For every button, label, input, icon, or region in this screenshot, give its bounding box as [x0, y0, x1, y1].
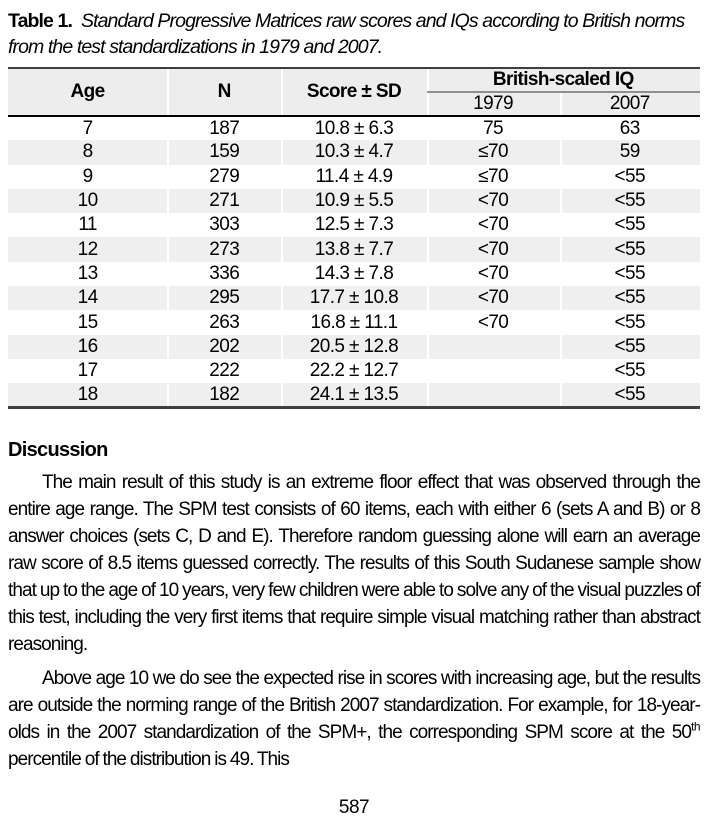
table-row: 9 279 11.4 ± 4.9 ≤70 <55 [8, 165, 700, 189]
page-number: 587 [338, 797, 370, 818]
cell-score: 10.9 ± 5.5 [281, 189, 426, 213]
paragraph-2-text-continued: percentile of the distribution is 49. Th… [8, 749, 290, 771]
cell-n: 182 [167, 383, 281, 407]
cell-iq-1979 [427, 383, 560, 407]
cell-score: 12.5 ± 7.3 [281, 213, 426, 237]
cell-iq-1979: <70 [427, 237, 560, 261]
cell-iq-1979: <70 [427, 310, 560, 334]
cell-iq-1979: ≤70 [427, 140, 560, 164]
table-caption-label: Table 1. [8, 10, 73, 32]
col-header-score-sd: Score ± SD [281, 68, 426, 116]
table-row: 16 202 20.5 ± 12.8 <55 [8, 334, 701, 359]
table-row: 18 182 24.1 ± 13.5 <55 [8, 383, 701, 408]
cell-score: 10.3 ± 4.7 [281, 140, 426, 164]
cell-iq-2007: <55 [560, 286, 701, 310]
col-header-2007: 2007 [560, 92, 701, 116]
discussion-paragraph-1: The main result of this study is an extr… [8, 472, 701, 656]
cell-age: 9 [82, 165, 94, 187]
cell-age: 15 [77, 311, 99, 333]
discussion-heading: Discussion [8, 439, 108, 462]
cell-iq-2007: <55 [560, 262, 701, 286]
cell-n: 295 [167, 286, 281, 310]
cell-age: 14 [77, 287, 99, 309]
cell-iq-1979: <70 [427, 189, 560, 213]
cell-n: 263 [167, 310, 281, 334]
cell-n: 187 [167, 116, 281, 140]
cell-age: 12 [77, 238, 99, 260]
cell-score: 22.2 ± 12.7 [281, 359, 426, 383]
cell-iq-2007: <55 [560, 237, 701, 261]
cell-age: 17 [77, 360, 99, 382]
col-header-1979: 1979 [427, 92, 560, 116]
cell-n: 303 [167, 213, 281, 237]
cell-n: 202 [167, 335, 281, 359]
col-header-british-scaled-iq: British-scaled IQ [426, 68, 700, 93]
cell-n: 273 [167, 237, 281, 261]
table-row: 12 273 13.8 ± 7.7 <70 <55 [8, 237, 701, 262]
cell-iq-2007: <55 [560, 310, 701, 334]
cell-age: 16 [77, 335, 99, 357]
cell-age: 18 [77, 383, 99, 405]
cell-n: 336 [167, 262, 281, 286]
cell-age: 10 [77, 190, 99, 212]
results-table: Age N Score ± SD British-scaled IQ 1979 … [8, 67, 701, 410]
cell-iq-2007: <55 [560, 335, 701, 359]
cell-iq-2007: <55 [560, 189, 701, 213]
cell-age: 8 [82, 141, 94, 163]
cell-iq-1979: <70 [427, 213, 560, 237]
cell-n: 159 [167, 140, 281, 164]
cell-n: 222 [167, 359, 281, 383]
cell-age: 11 [78, 214, 97, 236]
cell-n: 271 [167, 189, 281, 213]
paragraph-2-text: Above age 10 we do see the expected rise… [8, 668, 701, 744]
table-row: 13 336 14.3 ± 7.8 <70 <55 [8, 262, 700, 286]
cell-iq-1979: <70 [427, 286, 560, 310]
table-row: 15 263 16.8 ± 11.1 <70 <55 [8, 310, 700, 334]
table-row: 11 303 12.5 ± 7.3 <70 <55 [8, 213, 700, 237]
cell-score: 10.8 ± 6.3 [281, 116, 426, 140]
cell-score: 24.1 ± 13.5 [281, 383, 426, 407]
cell-score: 14.3 ± 7.8 [281, 262, 426, 286]
cell-n: 279 [167, 165, 281, 189]
cell-score: 20.5 ± 12.8 [281, 335, 426, 359]
cell-score: 13.8 ± 7.7 [281, 237, 426, 261]
table-row: 10 271 10.9 ± 5.5 <70 <55 [8, 188, 701, 214]
table-row: 8 159 10.3 ± 4.7 ≤70 59 [8, 140, 701, 165]
discussion-paragraph-2: Above age 10 we do see the expected rise… [8, 665, 701, 773]
cell-score: 16.8 ± 11.1 [281, 310, 426, 334]
cell-iq-2007: 63 [560, 116, 701, 140]
cell-score: 11.4 ± 4.9 [281, 165, 426, 189]
table-header: Age N Score ± SD British-scaled IQ 1979 … [8, 68, 700, 116]
col-header-age: Age [70, 81, 106, 102]
cell-iq-1979: <70 [427, 262, 560, 286]
col-header-n: N [167, 68, 281, 116]
table-caption-text: Standard Progressive Matrices raw scores… [8, 10, 685, 58]
cell-iq-1979: ≤70 [427, 165, 560, 189]
cell-iq-2007: <55 [560, 383, 701, 407]
cell-age: 13 [77, 262, 99, 284]
table-caption: Table 1. Standard Progressive Matrices ra… [8, 8, 700, 60]
cell-iq-2007: <55 [560, 213, 701, 237]
cell-iq-1979 [427, 359, 560, 383]
table-row: 7 187 10.8 ± 6.3 75 63 [8, 116, 700, 140]
cell-iq-2007: 59 [560, 140, 701, 164]
ordinal-superscript: th [690, 719, 701, 734]
cell-score: 17.7 ± 10.8 [281, 286, 426, 310]
cell-iq-2007: <55 [560, 165, 701, 189]
cell-iq-1979 [427, 335, 560, 359]
cell-iq-2007: <55 [560, 359, 701, 383]
cell-iq-1979: 75 [427, 116, 560, 140]
table-row: 17 222 22.2 ± 12.7 <55 [8, 359, 700, 383]
cell-age: 7 [82, 117, 94, 139]
table-row: 14 295 17.7 ± 10.8 <70 <55 [8, 286, 701, 311]
